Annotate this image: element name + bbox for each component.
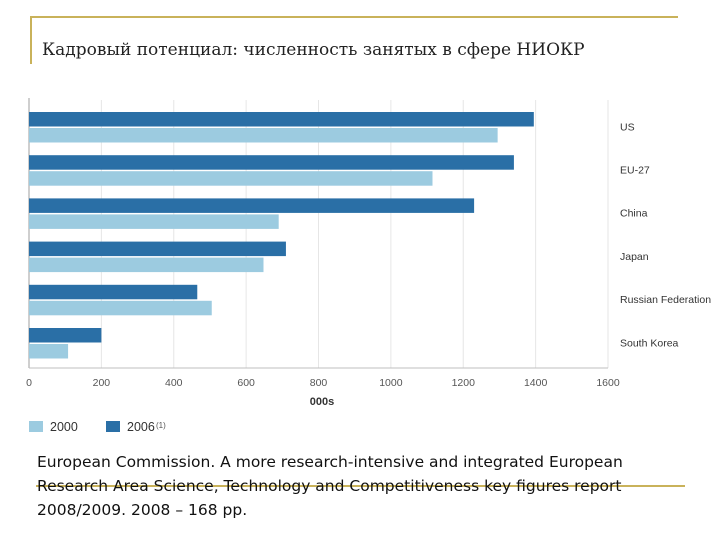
category-label: EU-27: [620, 164, 650, 176]
legend-swatch-2000: [29, 421, 43, 432]
category-label: South Korea: [620, 337, 679, 349]
x-tick-label: 400: [165, 377, 183, 389]
slide-title: Кадровый потенциал: численность занятых …: [42, 40, 585, 60]
x-tick-label: 600: [237, 377, 255, 389]
decor-line-left: [30, 16, 32, 64]
x-tick-label: 1200: [452, 377, 476, 389]
bar-2006-japan: [29, 241, 286, 257]
decor-line-top: [30, 16, 678, 18]
x-tick-label: 0: [26, 377, 32, 389]
bar-2000-russian-federation: [29, 300, 212, 316]
x-tick-label: 200: [93, 377, 111, 389]
category-label: Russian Federation: [620, 294, 711, 306]
legend-swatch-2006: [106, 421, 120, 432]
bar-2006-china: [29, 198, 475, 213]
x-tick-label: 1400: [524, 377, 548, 389]
category-label: US: [620, 121, 635, 133]
source-caption: European Commission. A more research-int…: [37, 453, 623, 519]
bar-2006-us: [29, 112, 534, 127]
x-tick-label: 800: [310, 377, 328, 389]
legend-footnote-2006: (1): [156, 421, 166, 430]
bar-2000-us: [29, 128, 498, 143]
x-axis-title: 000s: [310, 396, 334, 408]
x-tick-label: 1600: [596, 377, 620, 389]
legend-label-2006: 2006: [127, 420, 155, 434]
decor-line-bottom: [36, 485, 685, 487]
bar-2000-japan: [29, 257, 264, 273]
category-label: China: [620, 208, 648, 220]
bar-2000-eu-27: [29, 171, 433, 186]
bar-2006-eu-27: [29, 155, 514, 170]
legend-label-2000: 2000: [50, 420, 78, 434]
x-tick-label: 1000: [379, 377, 403, 389]
bar-2006-russian-federation: [29, 284, 198, 300]
category-label: Japan: [620, 251, 649, 263]
bar-2000-china: [29, 214, 279, 229]
bar-2000-south-korea: [29, 344, 69, 359]
bar-2006-south-korea: [29, 328, 102, 343]
